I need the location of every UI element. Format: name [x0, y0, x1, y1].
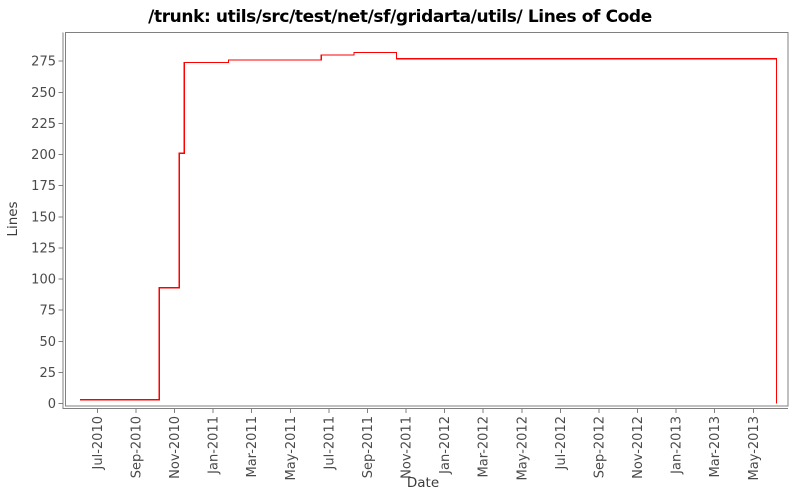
- chart-title: /trunk: utils/src/test/net/sf/gridarta/u…: [148, 7, 652, 27]
- x-tick-label: Mar-2013: [708, 416, 723, 477]
- x-tick-label: May-2011: [284, 416, 299, 480]
- x-tick-label: Jul-2011: [322, 416, 337, 470]
- x-tick-label: May-2013: [747, 416, 762, 480]
- plot-area: [65, 32, 789, 407]
- x-tick-label: Sep-2012: [592, 416, 607, 478]
- x-tick-label: Jan-2013: [670, 416, 685, 475]
- series-layer: [80, 51, 778, 404]
- y-tick-label: 275: [31, 55, 56, 70]
- x-tick-label: Mar-2011: [245, 416, 260, 477]
- y-tick-label: 25: [39, 366, 56, 381]
- y-tick-label: 100: [31, 273, 56, 288]
- y-tick-label: 200: [31, 148, 56, 163]
- x-tick-label: Jan-2012: [438, 416, 453, 475]
- x-tick-label: Nov-2012: [631, 416, 646, 479]
- x-tick-label: Sep-2010: [129, 416, 144, 478]
- x-tick-label: Nov-2011: [400, 416, 415, 479]
- y-tick-label: 150: [31, 210, 56, 225]
- y-tick-label: 75: [39, 304, 56, 319]
- y-tick-label: 250: [31, 86, 56, 101]
- x-tick-label: Sep-2011: [361, 416, 376, 478]
- y-tick-label: 175: [31, 179, 56, 194]
- y-tick-label: 0: [48, 397, 56, 412]
- y-tick-label: 125: [31, 241, 56, 256]
- x-tick-label: Jul-2012: [554, 416, 569, 470]
- x-tick-label: Jul-2010: [91, 416, 106, 470]
- x-axis-label: Date: [407, 475, 439, 491]
- x-tick-label: Mar-2012: [477, 416, 492, 477]
- y-axis-label: Lines: [5, 201, 21, 236]
- y-tick-label: 225: [31, 117, 56, 132]
- y-tick-label: 50: [39, 335, 56, 350]
- ticks-layer: 0 25 50 75 100 125 150 175 200 225 250 275 Jul-2010 S…: [31, 55, 762, 481]
- loc-series-line: [80, 51, 778, 404]
- x-tick-label: Jan-2011: [207, 416, 222, 475]
- x-tick-label: Nov-2010: [168, 416, 183, 479]
- x-tick-label: May-2012: [515, 416, 530, 480]
